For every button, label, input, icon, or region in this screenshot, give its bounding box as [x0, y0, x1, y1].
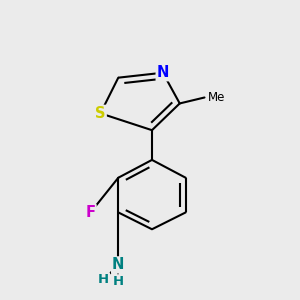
Text: F: F [85, 205, 96, 220]
Text: S: S [95, 106, 106, 121]
Text: Me: Me [208, 91, 225, 104]
Text: N: N [157, 65, 169, 80]
Text: N: N [112, 257, 124, 272]
Text: H: H [113, 275, 124, 288]
Text: H: H [98, 273, 109, 286]
